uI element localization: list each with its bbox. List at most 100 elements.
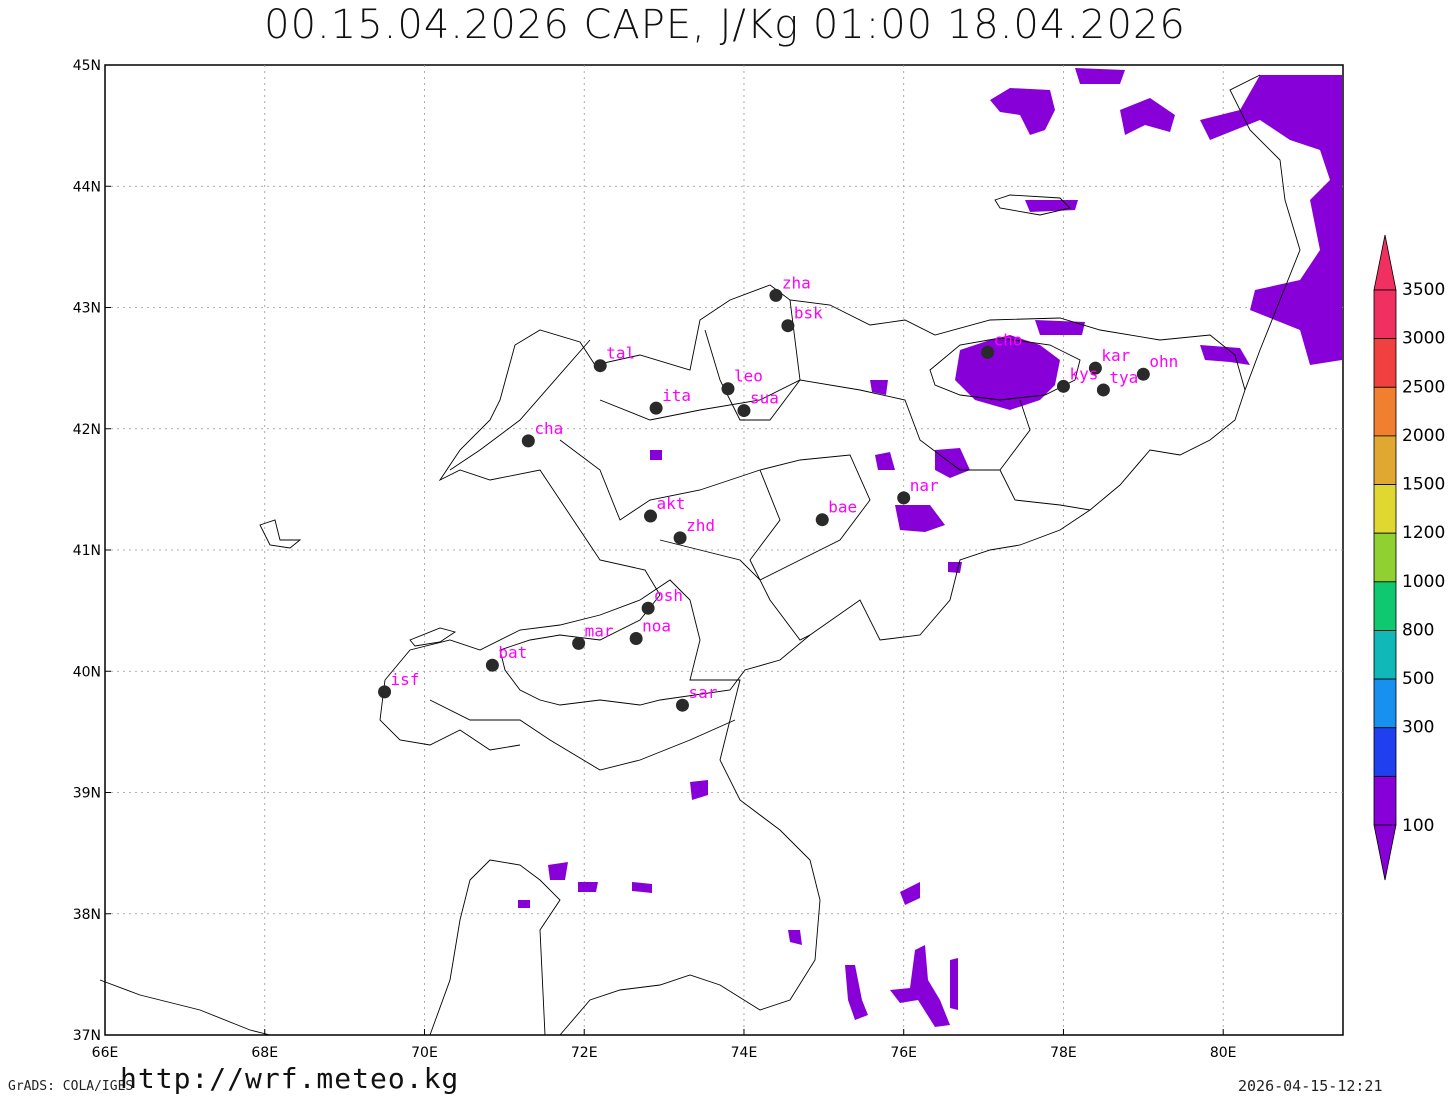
colorbar-swatch (1373, 775, 1397, 826)
colorbar-label: 2500 (1402, 377, 1445, 397)
lat-tick-label: 39N (73, 786, 101, 802)
station-marker-ita (649, 401, 663, 415)
boundary-lines (99, 74, 1301, 1036)
cape-area-n3 (1120, 98, 1175, 135)
cape-area-naryn2 (935, 448, 970, 478)
colorbar-swatch (1373, 727, 1397, 777)
station-marker-kar (1088, 361, 1102, 375)
station-label-osh: osh (654, 586, 683, 605)
region-lines-4 (704, 299, 801, 421)
cape-area-s6 (632, 882, 652, 893)
map-title: 00.15.04.2026 CAPE, J/Kg 01:00 18.04.202… (264, 2, 1186, 48)
region-lines-5 (999, 399, 1031, 471)
station-label-noa: noa (642, 617, 671, 636)
cape-area-ne (1200, 75, 1342, 365)
station-label-zha: zha (782, 273, 811, 292)
latitude-labels: 45N 44N 43N 42N 41N 40N 39N 38N 37N (73, 58, 101, 1044)
lat-tick-label: 42N (73, 422, 101, 438)
cape-area-c2 (948, 562, 962, 573)
station-marker-cho (981, 345, 995, 359)
station-marker-leo (721, 382, 735, 396)
colorbar-label: 1200 (1402, 523, 1445, 543)
colorbar-swatch (1373, 678, 1397, 729)
station-marker-isf (378, 685, 392, 699)
region-lines-3 (749, 469, 811, 641)
station-marker-sua (737, 404, 751, 418)
station-label-cho: cho (994, 330, 1023, 349)
website-link[interactable]: http://wrf.meteo.kg (120, 1062, 460, 1095)
cape-area-s8 (788, 930, 802, 945)
colorbar-swatch (1373, 581, 1397, 631)
fergana-lines (429, 699, 736, 771)
island-1 (994, 194, 1071, 216)
colorbar-swatch (1373, 289, 1397, 340)
cape-area-n1 (990, 88, 1055, 135)
cape-area-issykkul-n (1035, 320, 1085, 335)
grads-credit: GrADS: COLA/IGES (8, 1079, 134, 1094)
colorbar-swatch (1373, 338, 1397, 388)
lon-tick-label: 66E (92, 1045, 119, 1061)
island-3 (409, 627, 457, 647)
station-label-sua: sua (750, 389, 779, 408)
colorbar-swatch (1373, 386, 1397, 437)
cape-area-s3 (890, 945, 950, 1027)
cape-area-s5 (548, 862, 568, 880)
colorbar-label: 1000 (1402, 572, 1445, 592)
cape-shaded-areas (518, 68, 1342, 1027)
colorbar-swatch (1373, 630, 1397, 680)
station-label-mar: mar (585, 621, 614, 640)
colorbar-label: 100 (1402, 816, 1434, 836)
cape-area-s9 (900, 882, 920, 905)
cape-area-naryn3 (895, 505, 945, 532)
station-marker-akt (644, 509, 658, 523)
station-marker-nar (897, 491, 911, 505)
cape-area-n4 (1200, 345, 1250, 365)
lon-tick-label: 78E (1050, 1045, 1077, 1061)
station-label-ohn: ohn (1149, 352, 1178, 371)
cape-area-n2 (1075, 68, 1125, 84)
tajik-border (384, 579, 821, 1036)
issykkul-lake (929, 337, 1081, 401)
station-label-leo: leo (734, 367, 763, 386)
station-marker-bae (815, 513, 829, 527)
station-marker-tya (1096, 383, 1110, 397)
west-border (379, 679, 521, 751)
lat-tick-label: 43N (73, 301, 101, 317)
lat-tick-label: 41N (73, 543, 101, 559)
colorbar-swatch (1373, 532, 1397, 583)
station-marker-mar (572, 636, 586, 650)
station-label-tal: tal (606, 344, 635, 363)
station-label-bae: bae (828, 498, 857, 517)
station-marker-bsk (781, 319, 795, 333)
station-label-ita: ita (662, 386, 691, 405)
lon-tick-label: 80E (1210, 1045, 1237, 1061)
station-marker-ohn (1136, 367, 1150, 381)
lat-tick-label: 38N (73, 907, 101, 923)
colorbar-top-arrow (1373, 234, 1397, 291)
station-label-sar: sar (688, 683, 717, 702)
colorbar-bottom-arrow (1373, 824, 1397, 881)
colorbar-label: 2000 (1402, 426, 1445, 446)
lat-tick-label: 45N (73, 58, 101, 74)
colorbar-legend: 3500 3000 2500 2000 1500 1200 1000 800 500 300 100 (1373, 234, 1445, 881)
cape-area-s4 (950, 958, 958, 1010)
kz-border (449, 339, 591, 471)
station-label-isf: isf (391, 670, 420, 689)
region-lines-1 (599, 379, 1091, 511)
afghan-border (99, 859, 561, 1036)
lon-tick-label: 72E (571, 1045, 598, 1061)
colorbar-label: 800 (1402, 620, 1434, 640)
lat-tick-label: 44N (73, 179, 101, 195)
grid-lines (104, 64, 1343, 1036)
cape-area-s1 (690, 780, 708, 800)
station-marker-noa (629, 632, 643, 646)
cape-area-c1 (650, 450, 662, 460)
station-marker-cha (521, 434, 535, 448)
island-2 (259, 519, 302, 549)
lon-tick-label: 70E (411, 1045, 438, 1061)
colorbar-label: 500 (1402, 669, 1434, 689)
xinjiang-border (1229, 74, 1301, 391)
station-marker-kys (1056, 379, 1070, 393)
